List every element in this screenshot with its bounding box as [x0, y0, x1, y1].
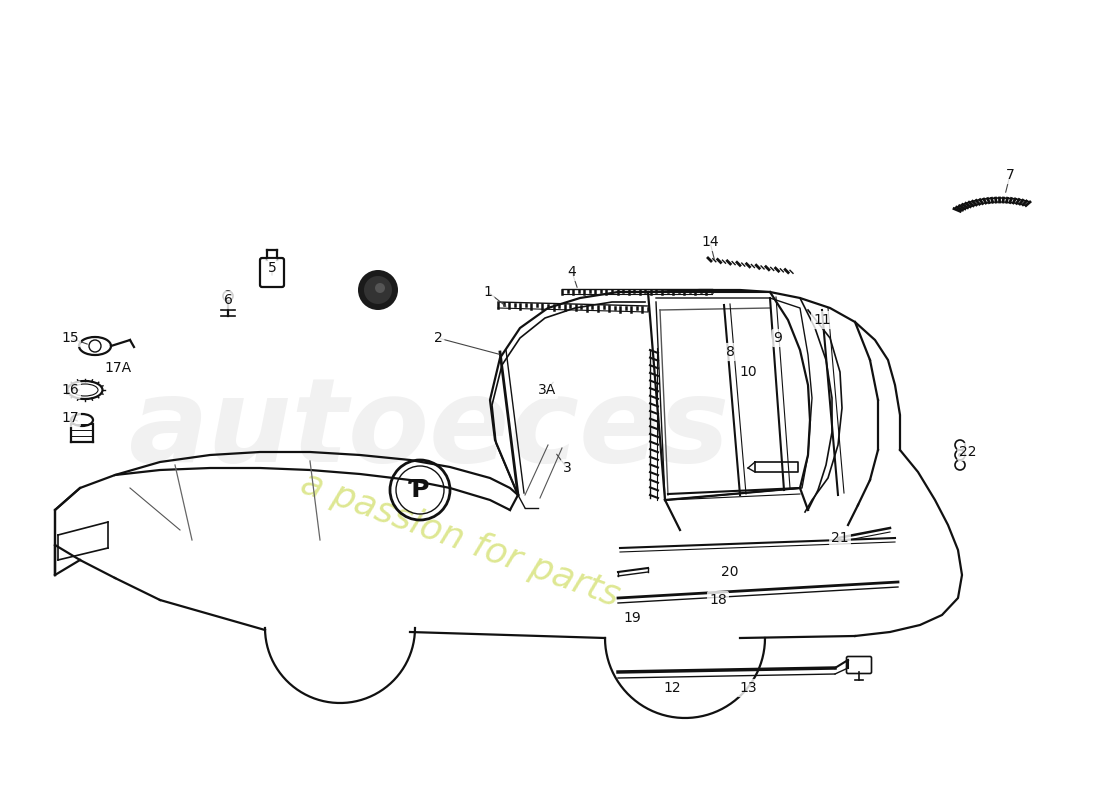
Text: 21: 21: [832, 531, 849, 545]
Text: 1: 1: [484, 285, 493, 299]
Circle shape: [358, 270, 398, 310]
Text: 3: 3: [562, 461, 571, 475]
Text: 15: 15: [62, 331, 79, 345]
Text: 9: 9: [773, 331, 782, 345]
Text: 17A: 17A: [104, 361, 132, 375]
Text: 6: 6: [223, 293, 232, 307]
Text: 12: 12: [663, 681, 681, 695]
Text: a passion for parts: a passion for parts: [296, 466, 624, 614]
Text: 22: 22: [959, 445, 977, 459]
Text: 17: 17: [62, 411, 79, 425]
Circle shape: [375, 283, 385, 293]
Text: 8: 8: [726, 345, 735, 359]
Circle shape: [958, 453, 962, 457]
Text: 18: 18: [710, 593, 727, 607]
Text: 13: 13: [739, 681, 757, 695]
Text: 19: 19: [623, 611, 641, 625]
Text: 16: 16: [62, 383, 79, 397]
Text: 2: 2: [433, 331, 442, 345]
Text: 3A: 3A: [538, 383, 557, 397]
Text: autoeces: autoeces: [130, 373, 730, 487]
Text: 5: 5: [267, 261, 276, 275]
Text: Ƥ: Ƥ: [410, 478, 430, 502]
Text: 11: 11: [813, 313, 830, 327]
Text: 10: 10: [739, 365, 757, 379]
Circle shape: [364, 276, 392, 304]
Text: 20: 20: [722, 565, 739, 579]
Text: 14: 14: [701, 235, 718, 249]
Text: 7: 7: [1005, 168, 1014, 182]
Text: 4: 4: [568, 265, 576, 279]
